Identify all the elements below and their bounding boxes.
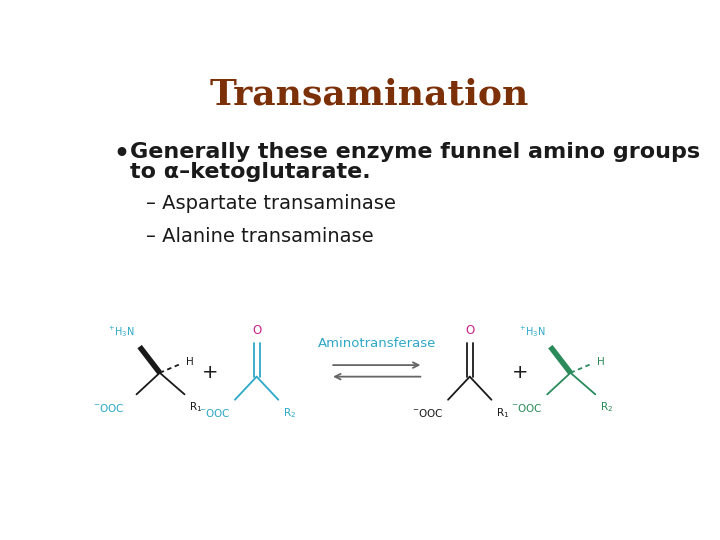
Text: $^{-}$OOC: $^{-}$OOC [511,402,543,414]
Text: R$_1$: R$_1$ [189,401,202,414]
Text: R$_1$: R$_1$ [496,406,509,420]
Text: $^{-}$OOC: $^{-}$OOC [412,408,444,420]
Text: O: O [252,323,261,336]
Text: Aminotransferase: Aminotransferase [318,337,436,350]
Text: +: + [512,363,528,382]
Text: R$_2$: R$_2$ [283,406,296,420]
Text: O: O [465,323,474,336]
Text: $^{+}$H$_3$N: $^{+}$H$_3$N [109,324,135,339]
Text: – Alanine transaminase: – Alanine transaminase [145,226,374,246]
Text: $^{-}$OOC: $^{-}$OOC [93,402,124,414]
Text: +: + [202,363,218,382]
Text: $^{-}$OOC: $^{-}$OOC [199,408,230,420]
Text: Transamination: Transamination [210,77,528,111]
Text: – Aspartate transaminase: – Aspartate transaminase [145,194,396,213]
Text: $^{+}$H$_3$N: $^{+}$H$_3$N [519,324,546,339]
Text: •: • [113,142,130,166]
Text: Generally these enzyme funnel amino groups: Generally these enzyme funnel amino grou… [130,142,701,162]
Text: H: H [186,357,194,367]
Text: to α–ketoglutarate.: to α–ketoglutarate. [130,162,371,182]
Text: H: H [597,357,605,367]
Text: R$_2$: R$_2$ [600,401,613,414]
